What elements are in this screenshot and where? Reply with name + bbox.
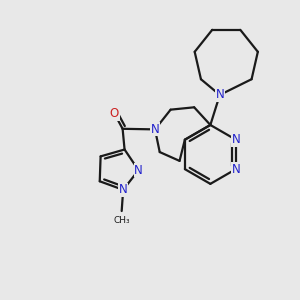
Text: N: N (151, 123, 159, 136)
Text: N: N (215, 88, 224, 101)
Text: CH₃: CH₃ (113, 216, 130, 225)
Text: N: N (232, 163, 240, 176)
Text: N: N (134, 164, 143, 177)
Text: N: N (119, 183, 128, 196)
Text: N: N (232, 133, 240, 146)
Text: O: O (110, 107, 119, 120)
